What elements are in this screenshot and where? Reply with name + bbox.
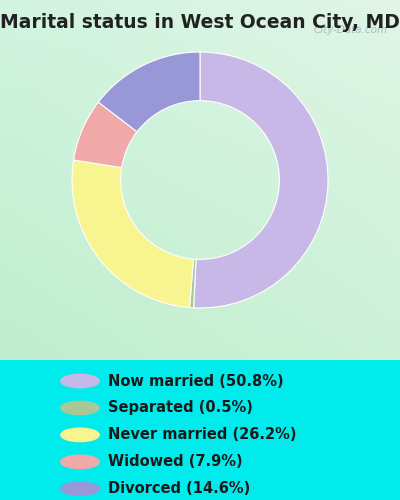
Wedge shape: [194, 52, 328, 308]
Circle shape: [61, 428, 99, 442]
Wedge shape: [72, 160, 194, 308]
Text: Separated (0.5%): Separated (0.5%): [108, 400, 253, 415]
Circle shape: [61, 374, 99, 388]
Text: Widowed (7.9%): Widowed (7.9%): [108, 454, 243, 469]
Text: Never married (26.2%): Never married (26.2%): [108, 428, 296, 442]
Wedge shape: [98, 52, 200, 132]
Circle shape: [61, 482, 99, 496]
Text: Now married (50.8%): Now married (50.8%): [108, 374, 284, 388]
Text: Marital status in West Ocean City, MD: Marital status in West Ocean City, MD: [0, 12, 400, 32]
Text: City-Data.com: City-Data.com: [314, 25, 388, 35]
Circle shape: [61, 455, 99, 468]
Text: Divorced (14.6%): Divorced (14.6%): [108, 482, 250, 496]
Circle shape: [61, 401, 99, 414]
Wedge shape: [74, 102, 137, 168]
Wedge shape: [190, 259, 196, 308]
